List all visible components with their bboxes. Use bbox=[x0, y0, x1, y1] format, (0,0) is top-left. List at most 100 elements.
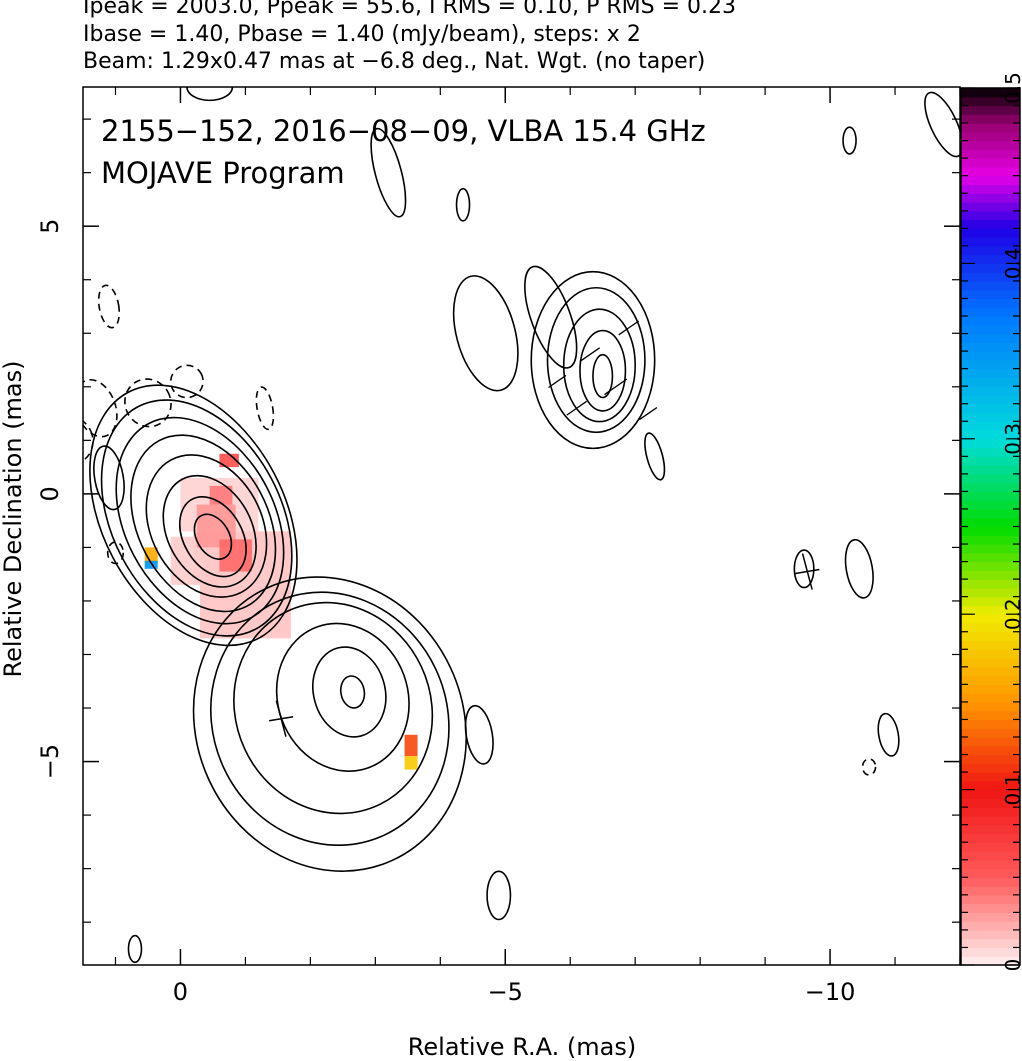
colorbar-band bbox=[961, 219, 1020, 229]
colorbar-band bbox=[961, 789, 1020, 799]
contour-line bbox=[89, 384, 298, 647]
colorbar-band bbox=[961, 579, 1020, 589]
contour-line bbox=[842, 126, 857, 155]
colorbar-tick-label: 0.1 bbox=[1001, 774, 1022, 806]
colorbar-band bbox=[961, 701, 1020, 712]
polarization-vector-layer bbox=[548, 320, 658, 421]
colorbar-fill bbox=[961, 88, 1020, 966]
cross-marker-minor-axis bbox=[795, 568, 820, 575]
colorbar-band bbox=[961, 140, 1020, 150]
colorbar-band bbox=[961, 96, 1020, 107]
contour-line bbox=[644, 432, 666, 481]
contour-line bbox=[844, 538, 874, 599]
colorbar-band bbox=[961, 473, 1020, 484]
polarization-pixel bbox=[199, 584, 291, 639]
colorbar-band bbox=[961, 824, 1020, 835]
y-tick-label: 5 bbox=[36, 219, 64, 234]
colorbar-band bbox=[961, 237, 1020, 247]
contour-line bbox=[130, 434, 277, 613]
contour-line bbox=[93, 445, 125, 511]
colorbar-band bbox=[961, 693, 1020, 703]
contour-line bbox=[162, 474, 257, 588]
colorbar-band bbox=[961, 710, 1020, 721]
colorbar-band bbox=[961, 798, 1020, 808]
colorbar-band bbox=[961, 456, 1020, 466]
colorbar-band bbox=[961, 202, 1020, 212]
contour-line bbox=[192, 576, 467, 872]
colorbar-band bbox=[961, 929, 1020, 940]
colorbar-band bbox=[961, 815, 1020, 826]
polarization-pixel bbox=[219, 539, 252, 572]
colorbar-band bbox=[961, 131, 1020, 142]
negative-contour bbox=[106, 541, 125, 565]
colorbar-band bbox=[961, 675, 1020, 685]
cross-marker-layer bbox=[269, 553, 820, 737]
contour-line bbox=[455, 187, 471, 222]
colorbar-band bbox=[961, 158, 1020, 168]
polarization-vector bbox=[618, 320, 640, 336]
colorbar-band bbox=[961, 263, 1020, 273]
colorbar-band bbox=[961, 649, 1020, 659]
polarization-vector bbox=[548, 374, 567, 389]
contour-line bbox=[339, 675, 366, 709]
colorbar-band bbox=[961, 482, 1020, 493]
contour-line bbox=[193, 513, 233, 560]
colorbar-band bbox=[961, 438, 1020, 449]
polarization-pixel bbox=[404, 756, 418, 770]
colorbar-band bbox=[961, 850, 1020, 861]
colorbar-band bbox=[961, 535, 1020, 545]
plot-title-line-1: 2155−152, 2016−08−09, VLBA 15.4 GHz bbox=[101, 114, 706, 148]
colorbar-band bbox=[961, 517, 1020, 528]
contour-line bbox=[178, 496, 247, 578]
contour-line bbox=[579, 329, 627, 412]
colorbar-band bbox=[961, 210, 1020, 221]
contour-line bbox=[0, 305, 21, 362]
colorbar-band bbox=[961, 228, 1020, 238]
contour-line bbox=[530, 270, 656, 450]
x-axis-label: Relative R.A. (mas) bbox=[408, 1033, 636, 1061]
colorbar-band bbox=[961, 105, 1020, 115]
contour-line bbox=[233, 601, 434, 815]
colorbar-band bbox=[961, 324, 1020, 335]
colorbar-band bbox=[961, 175, 1020, 186]
colorbar-band bbox=[961, 333, 1020, 343]
colorbar-band bbox=[961, 631, 1020, 642]
contour-line bbox=[370, 127, 407, 218]
colorbar-band bbox=[961, 272, 1020, 282]
contour-line bbox=[186, 87, 234, 102]
y-tick-label: 0 bbox=[36, 486, 64, 501]
negative-contour bbox=[861, 758, 877, 776]
colorbar-band bbox=[961, 386, 1020, 396]
colorbar-band bbox=[961, 877, 1020, 887]
x-tick-label: −5 bbox=[488, 978, 523, 1006]
negative-contour bbox=[169, 364, 204, 399]
colorbar-band bbox=[961, 947, 1020, 957]
colorbar-band bbox=[961, 368, 1020, 379]
colorbar-band bbox=[961, 684, 1020, 694]
colorbar-band bbox=[961, 491, 1020, 501]
contour-layer bbox=[0, 87, 960, 964]
colorbar-band bbox=[961, 254, 1020, 264]
colorbar-band bbox=[961, 886, 1020, 896]
contour-line bbox=[145, 454, 268, 598]
colorbar-band bbox=[961, 833, 1020, 843]
negative-contour bbox=[97, 284, 121, 329]
colorbar-band bbox=[961, 912, 1020, 922]
header-line-1: Ipeak = 2003.0, Ppeak = 55.6, I RMS = 0.… bbox=[83, 0, 736, 19]
colorbar-band bbox=[961, 500, 1020, 510]
colorbar-band bbox=[961, 114, 1020, 124]
cross-marker-minor-axis bbox=[269, 715, 294, 722]
colorbar-band bbox=[961, 88, 1020, 98]
contour-line bbox=[592, 353, 614, 399]
x-tick-label: 0 bbox=[173, 978, 188, 1006]
colorbar-band bbox=[961, 736, 1020, 747]
contour-line bbox=[546, 286, 646, 434]
colorbar-band bbox=[961, 728, 1020, 738]
y-tick-label: −5 bbox=[36, 744, 64, 779]
colorbar-band bbox=[961, 377, 1020, 387]
colorbar-band bbox=[961, 307, 1020, 317]
colorbar-band bbox=[961, 166, 1020, 177]
plot-frame bbox=[82, 86, 961, 966]
colorbar-band bbox=[961, 956, 1020, 966]
colorbar-band bbox=[961, 587, 1020, 598]
